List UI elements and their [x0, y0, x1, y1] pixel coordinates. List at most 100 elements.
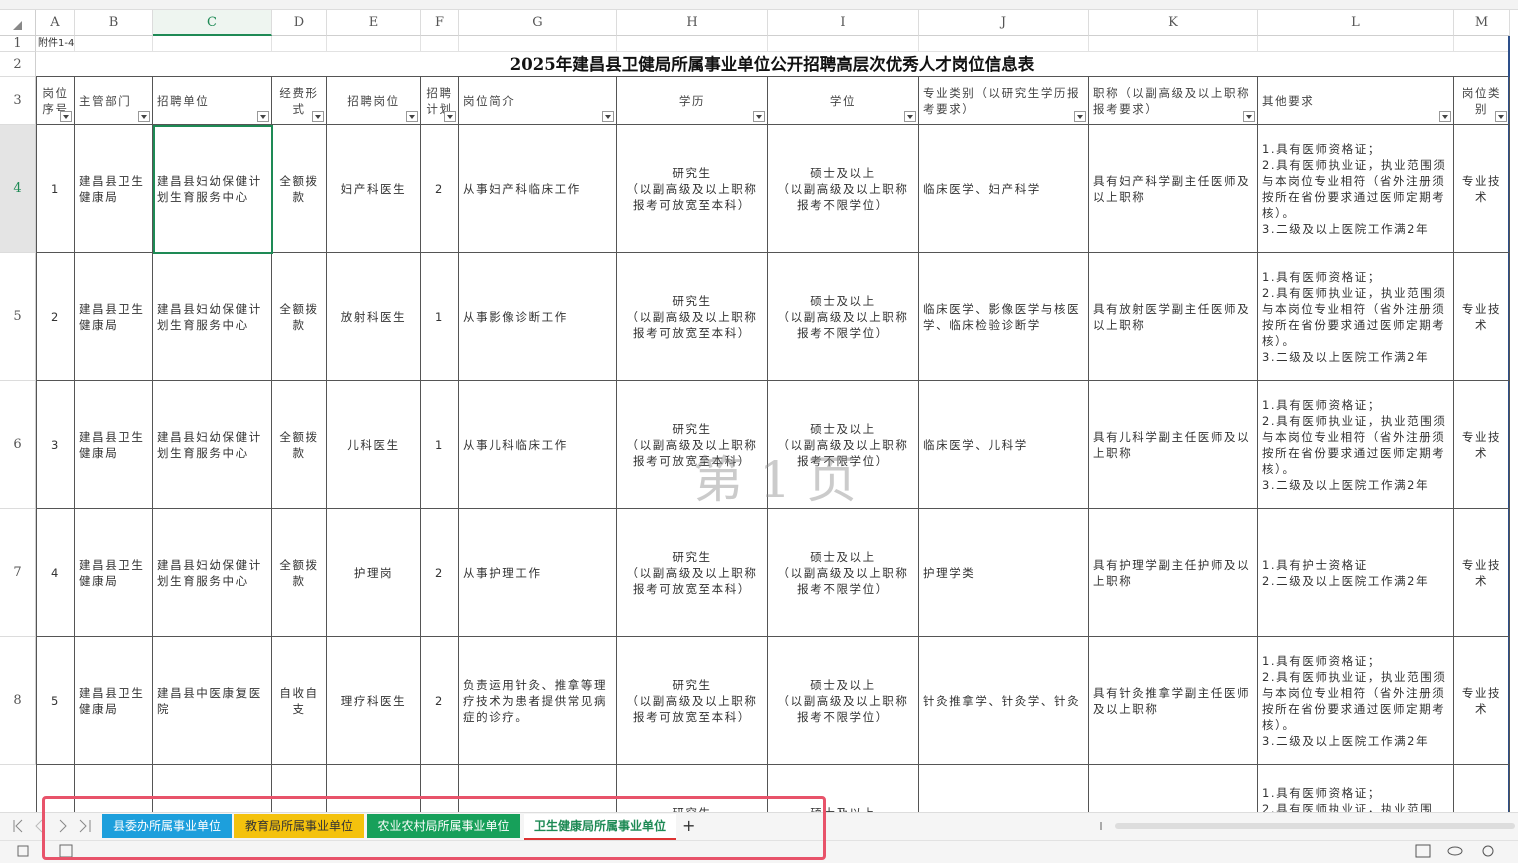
table-cell[interactable]: 2: [36, 253, 75, 381]
table-cell[interactable]: [919, 765, 1089, 812]
table-cell[interactable]: 全额拨款: [272, 509, 327, 637]
column-header[interactable]: K: [1089, 10, 1258, 36]
table-cell[interactable]: 3: [36, 381, 75, 509]
table-cell[interactable]: [421, 765, 459, 812]
row-header[interactable]: 6: [0, 381, 36, 509]
filter-button[interactable]: [602, 111, 614, 122]
table-cell[interactable]: 2: [421, 125, 459, 253]
table-cell[interactable]: 4: [36, 509, 75, 637]
table-cell[interactable]: 从事护理工作: [459, 509, 617, 637]
filter-button[interactable]: [1495, 111, 1507, 122]
table-cell[interactable]: 建昌县卫生健康局: [75, 637, 153, 765]
table-cell[interactable]: 1: [36, 125, 75, 253]
row-header[interactable]: 5: [0, 253, 36, 381]
table-cell[interactable]: 放射科医生: [327, 253, 421, 381]
table-cell[interactable]: 建昌县妇幼保健计划生育服务中心: [153, 125, 272, 253]
table-cell[interactable]: 1.具有医师资格证； 2.具有医师执业证，执业范围须与本岗位专业相符（省外注册须…: [1258, 381, 1454, 509]
filter-button[interactable]: [406, 111, 418, 122]
column-header[interactable]: C: [153, 10, 272, 36]
row-header[interactable]: 3: [0, 77, 36, 125]
table-cell[interactable]: 1: [421, 381, 459, 509]
table-cell[interactable]: 研究生: [617, 765, 768, 812]
table-cell[interactable]: 1.具有护士资格证 2.二级及以上医院工作满2年: [1258, 509, 1454, 637]
table-cell[interactable]: 从事儿科临床工作: [459, 381, 617, 509]
column-header[interactable]: A: [36, 10, 75, 36]
table-cell[interactable]: 从事妇产科临床工作: [459, 125, 617, 253]
table-cell[interactable]: 针灸推拿学、针灸学、针灸: [919, 637, 1089, 765]
table-cell[interactable]: 1: [421, 253, 459, 381]
splitter[interactable]: [1100, 822, 1102, 830]
table-cell[interactable]: 硕士及以上: [768, 765, 919, 812]
table-cell[interactable]: 研究生 （以副高级及以上职称报考可放宽至本科）: [617, 381, 768, 509]
table-cell[interactable]: [459, 765, 617, 812]
table-cell[interactable]: [327, 765, 421, 812]
table-cell[interactable]: 1.具有医师资格证； 2.具有医师执业证，执业范围须与本岗位专业相符（省外注册须…: [1258, 125, 1454, 253]
sheet-tab[interactable]: 教育局所属事业单位: [234, 814, 364, 838]
column-header[interactable]: G: [459, 10, 617, 36]
tab-nav[interactable]: [0, 812, 100, 840]
select-all[interactable]: [0, 10, 36, 36]
column-header[interactable]: F: [421, 10, 459, 36]
table-cell[interactable]: 护理学类: [919, 509, 1089, 637]
table-cell[interactable]: 建昌县中医康复医院: [153, 637, 272, 765]
table-cell[interactable]: 2: [421, 637, 459, 765]
filter-button[interactable]: [1243, 111, 1255, 122]
table-cell[interactable]: 全额拨款: [272, 253, 327, 381]
table-cell[interactable]: 专业技术: [1454, 509, 1510, 637]
filter-button[interactable]: [753, 111, 765, 122]
table-cell[interactable]: 全额拨款: [272, 381, 327, 509]
table-cell[interactable]: 自收自支: [272, 637, 327, 765]
table-cell[interactable]: 硕士及以上 （以副高级及以上职称报考不限学位）: [768, 125, 919, 253]
sheet-tab[interactable]: 卫生健康局所属事业单位: [524, 814, 676, 840]
table-cell[interactable]: 硕士及以上 （以副高级及以上职称报考不限学位）: [768, 253, 919, 381]
row-header[interactable]: 4: [0, 125, 36, 253]
table-cell[interactable]: 建昌县卫生健康局: [75, 381, 153, 509]
table-cell[interactable]: 具有护理学副主任护师及以上职称: [1089, 509, 1258, 637]
table-cell[interactable]: 硕士及以上 （以副高级及以上职称报考不限学位）: [768, 637, 919, 765]
table-cell[interactable]: 1.具有医师资格证； 2.具有医师执业证，执业范围须与本岗位专业相符（省外注册须…: [1258, 253, 1454, 381]
table-cell[interactable]: 研究生 （以副高级及以上职称报考可放宽至本科）: [617, 253, 768, 381]
table-cell[interactable]: 建昌县卫生健康局: [75, 509, 153, 637]
table-cell[interactable]: 具有儿科学副主任医师及以上职称: [1089, 381, 1258, 509]
table-cell[interactable]: [75, 765, 153, 812]
sheet-tab[interactable]: 农业农村局所属事业单位: [367, 814, 520, 838]
column-header[interactable]: H: [617, 10, 768, 36]
row-header[interactable]: 1: [0, 36, 36, 52]
table-cell[interactable]: 负责运用针灸、推拿等理疗技术为患者提供常见病症的诊疗。: [459, 637, 617, 765]
table-cell[interactable]: [36, 765, 75, 812]
table-cell[interactable]: 硕士及以上 （以副高级及以上职称报考不限学位）: [768, 509, 919, 637]
table-cell[interactable]: 妇产科医生: [327, 125, 421, 253]
table-cell[interactable]: 护理岗: [327, 509, 421, 637]
column-header[interactable]: E: [327, 10, 421, 36]
filter-button[interactable]: [1439, 111, 1451, 122]
column-header[interactable]: I: [768, 10, 919, 36]
row-header[interactable]: 7: [0, 509, 36, 637]
table-cell[interactable]: 建昌县卫生健康局: [75, 125, 153, 253]
column-header[interactable]: B: [75, 10, 153, 36]
table-cell[interactable]: [272, 765, 327, 812]
table-cell[interactable]: 临床医学、影像医学与核医学、临床检验诊断学: [919, 253, 1089, 381]
add-sheet[interactable]: +: [682, 816, 696, 835]
table-cell[interactable]: 全额拨款: [272, 125, 327, 253]
filter-button[interactable]: [1074, 111, 1086, 122]
row-header[interactable]: 2: [0, 52, 36, 77]
table-cell[interactable]: 研究生 （以副高级及以上职称报考可放宽至本科）: [617, 509, 768, 637]
h-scrollbar[interactable]: [1115, 823, 1515, 829]
table-cell[interactable]: 儿科医生: [327, 381, 421, 509]
table-cell[interactable]: 具有放射医学副主任医师及以上职称: [1089, 253, 1258, 381]
selected-cell[interactable]: [153, 125, 273, 254]
table-cell[interactable]: 临床医学、儿科学: [919, 381, 1089, 509]
table-cell[interactable]: 5: [36, 637, 75, 765]
sheet-tab[interactable]: 县委办所属事业单位: [102, 814, 232, 838]
column-header[interactable]: D: [272, 10, 327, 36]
table-cell[interactable]: 专业技术: [1454, 125, 1510, 253]
table-cell[interactable]: 具有妇产科学副主任医师及以上职称: [1089, 125, 1258, 253]
table-cell[interactable]: 1.具有医师资格证； 2.具有医师执业证，执业范围须与本岗位专业相符（省外注册须…: [1258, 637, 1454, 765]
table-cell[interactable]: 建昌县妇幼保健计划生育服务中心: [153, 253, 272, 381]
filter-button[interactable]: [444, 111, 456, 122]
table-cell[interactable]: 专业技术: [1454, 381, 1510, 509]
table-cell[interactable]: [1089, 765, 1258, 812]
table-cell[interactable]: 临床医学、妇产科学: [919, 125, 1089, 253]
table-cell[interactable]: 建昌县妇幼保健计划生育服务中心: [153, 381, 272, 509]
table-cell[interactable]: 硕士及以上 （以副高级及以上职称报考不限学位）: [768, 381, 919, 509]
